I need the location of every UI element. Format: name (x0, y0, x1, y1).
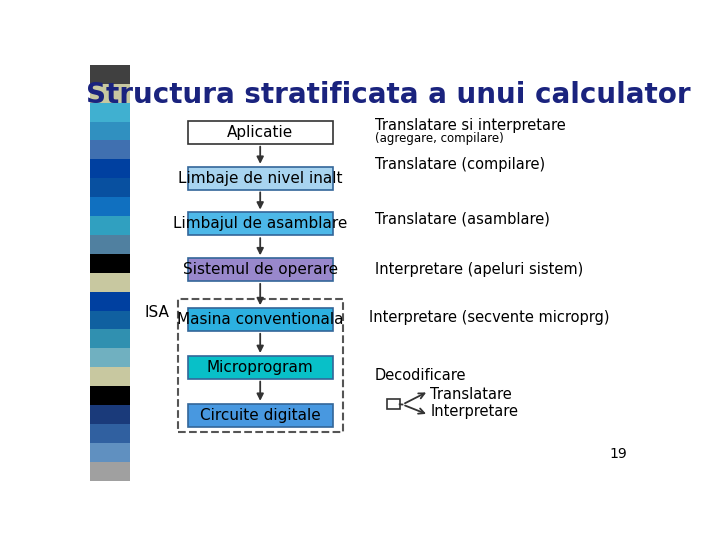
Bar (90, 292, 130, 310)
Bar (90, 329, 130, 348)
Text: Translatare si interpretare: Translatare si interpretare (374, 118, 565, 133)
Bar (90, 122, 130, 140)
Bar (90, 310, 130, 329)
Text: Translatare: Translatare (431, 387, 512, 402)
FancyBboxPatch shape (188, 121, 333, 144)
Bar (90, 424, 130, 443)
FancyBboxPatch shape (188, 212, 333, 235)
Bar (90, 348, 130, 367)
Bar (90, 65, 130, 84)
Bar (90, 140, 130, 159)
Text: Decodificare: Decodificare (374, 368, 466, 383)
Text: Translatare (compilare): Translatare (compilare) (374, 157, 545, 172)
Text: Aplicatie: Aplicatie (227, 125, 293, 140)
Bar (90, 367, 130, 386)
FancyBboxPatch shape (188, 308, 333, 331)
Text: Translatare (asamblare): Translatare (asamblare) (374, 211, 549, 226)
Text: ISA: ISA (145, 305, 169, 320)
Bar (90, 216, 130, 235)
Text: Sistemul de operare: Sistemul de operare (183, 262, 338, 277)
Bar (90, 254, 130, 273)
Bar (90, 103, 130, 122)
Text: Interpretare (secvente microprg): Interpretare (secvente microprg) (369, 310, 610, 325)
Text: Limbajul de asamblare: Limbajul de asamblare (173, 217, 347, 231)
Text: Interpretare: Interpretare (431, 404, 518, 420)
Text: 19: 19 (609, 447, 626, 461)
Bar (90, 197, 130, 216)
FancyBboxPatch shape (188, 356, 333, 379)
Text: Circuite digitale: Circuite digitale (200, 408, 320, 423)
Bar (90, 84, 130, 103)
Bar (90, 386, 130, 405)
FancyBboxPatch shape (188, 258, 333, 281)
Bar (90, 462, 130, 481)
Bar (90, 178, 130, 197)
Bar (90, 159, 130, 178)
Bar (90, 405, 130, 424)
FancyBboxPatch shape (188, 167, 333, 190)
Text: Interpretare (apeluri sistem): Interpretare (apeluri sistem) (374, 262, 582, 277)
Bar (178, 299, 343, 431)
Bar (387, 399, 400, 409)
Text: (agregare, compilare): (agregare, compilare) (374, 132, 503, 145)
FancyBboxPatch shape (188, 404, 333, 427)
Text: Structura stratificata a unui calculator: Structura stratificata a unui calculator (86, 82, 691, 110)
Text: Limbaje de nivel inalt: Limbaje de nivel inalt (178, 171, 343, 186)
Text: Masina conventionala: Masina conventionala (177, 312, 343, 327)
Bar (90, 235, 130, 254)
Bar (90, 443, 130, 462)
Text: Microprogram: Microprogram (207, 360, 314, 375)
Bar (90, 273, 130, 292)
